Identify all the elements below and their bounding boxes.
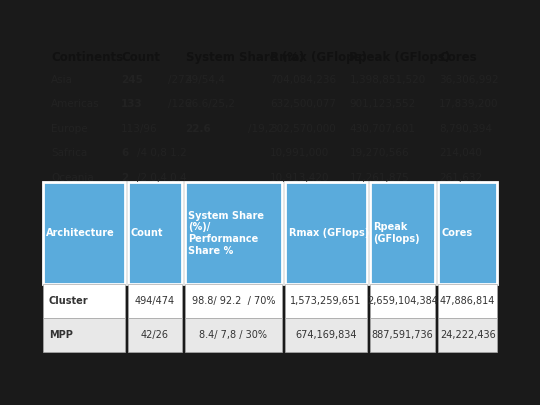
Text: 887,591,736: 887,591,736 xyxy=(372,330,434,340)
Text: System Share (%): System Share (%) xyxy=(186,51,304,64)
Text: Rmax (GFlops): Rmax (GFlops) xyxy=(270,51,367,64)
Bar xyxy=(185,182,282,284)
Text: 245: 245 xyxy=(121,75,143,85)
Text: Europe: Europe xyxy=(51,124,88,134)
Text: 42/26: 42/26 xyxy=(140,330,168,340)
Bar xyxy=(370,182,435,284)
Text: 113/96: 113/96 xyxy=(121,124,158,134)
Text: 49/54,4: 49/54,4 xyxy=(186,75,226,85)
Text: Rpeak (GFlops): Rpeak (GFlops) xyxy=(349,51,451,64)
Text: MPP: MPP xyxy=(49,330,73,340)
Text: Oceania: Oceania xyxy=(51,173,94,183)
Bar xyxy=(285,284,367,318)
Text: 494/474: 494/474 xyxy=(134,296,174,306)
Text: Asia: Asia xyxy=(51,75,73,85)
Bar xyxy=(43,284,125,318)
Text: System Share
(%)/
Performance
Share %: System Share (%)/ Performance Share % xyxy=(188,211,264,256)
Text: 302,570,000: 302,570,000 xyxy=(270,124,336,134)
Text: 632,500,077: 632,500,077 xyxy=(270,99,336,109)
Text: 8,790,394: 8,790,394 xyxy=(439,124,492,134)
Text: 1,398,851,520: 1,398,851,520 xyxy=(349,75,426,85)
Bar xyxy=(127,318,181,352)
Bar xyxy=(127,284,181,318)
Bar xyxy=(185,318,282,352)
Text: 17,261,875: 17,261,875 xyxy=(349,173,409,183)
Bar xyxy=(438,284,497,318)
Text: 430,707,601: 430,707,601 xyxy=(349,124,415,134)
Bar xyxy=(438,182,497,284)
Text: 901,123,552: 901,123,552 xyxy=(349,99,416,109)
Text: /272: /272 xyxy=(168,75,191,85)
Bar xyxy=(43,318,125,352)
Text: Rmax (GFlops): Rmax (GFlops) xyxy=(289,228,369,238)
Text: /2 0,4 0.4: /2 0,4 0.4 xyxy=(137,173,186,183)
Text: /19,2: /19,2 xyxy=(248,124,275,134)
Bar xyxy=(285,318,367,352)
Text: Count: Count xyxy=(131,228,164,238)
Text: 8.4/ 7,8 / 30%: 8.4/ 7,8 / 30% xyxy=(199,330,267,340)
Text: 133: 133 xyxy=(121,99,143,109)
Text: 22.6: 22.6 xyxy=(186,124,211,134)
Text: Architecture: Architecture xyxy=(46,228,115,238)
Text: 19,270,566: 19,270,566 xyxy=(349,148,409,158)
Text: Americas: Americas xyxy=(51,99,100,109)
Text: Rpeak
(GFlops): Rpeak (GFlops) xyxy=(373,222,420,244)
Text: /126: /126 xyxy=(168,99,191,109)
Text: 674,169,834: 674,169,834 xyxy=(295,330,357,340)
Text: 17,839,200: 17,839,200 xyxy=(439,99,498,109)
Text: 261,632: 261,632 xyxy=(439,173,482,183)
Text: 36,306,992: 36,306,992 xyxy=(439,75,498,85)
Text: 47,886,814: 47,886,814 xyxy=(440,296,495,306)
Text: 10,991,000: 10,991,000 xyxy=(270,148,329,158)
Text: Cluster: Cluster xyxy=(49,296,89,306)
Text: Cores: Cores xyxy=(439,51,476,64)
Bar xyxy=(127,182,181,284)
Text: 2: 2 xyxy=(121,173,128,183)
Bar xyxy=(43,182,125,284)
Text: 704,084,236: 704,084,236 xyxy=(270,75,336,85)
Text: 214,040: 214,040 xyxy=(439,148,482,158)
Text: 26.6/25,2: 26.6/25,2 xyxy=(186,99,235,109)
Text: 1,573,259,651: 1,573,259,651 xyxy=(291,296,362,306)
Bar xyxy=(370,284,435,318)
Bar xyxy=(285,182,367,284)
Text: Cores: Cores xyxy=(442,228,473,238)
Text: 10,913,420: 10,913,420 xyxy=(270,173,329,183)
Text: 2,659,104,384: 2,659,104,384 xyxy=(367,296,438,306)
Bar xyxy=(370,318,435,352)
Text: Count: Count xyxy=(121,51,160,64)
Bar xyxy=(185,284,282,318)
Text: /4 0,8 1.2: /4 0,8 1.2 xyxy=(137,148,186,158)
Text: 6: 6 xyxy=(121,148,128,158)
Text: Continents: Continents xyxy=(51,51,124,64)
Bar xyxy=(438,318,497,352)
Text: 98.8/ 92.2  / 70%: 98.8/ 92.2 / 70% xyxy=(192,296,275,306)
Text: Safrica: Safrica xyxy=(51,148,87,158)
Text: 24,222,436: 24,222,436 xyxy=(440,330,496,340)
